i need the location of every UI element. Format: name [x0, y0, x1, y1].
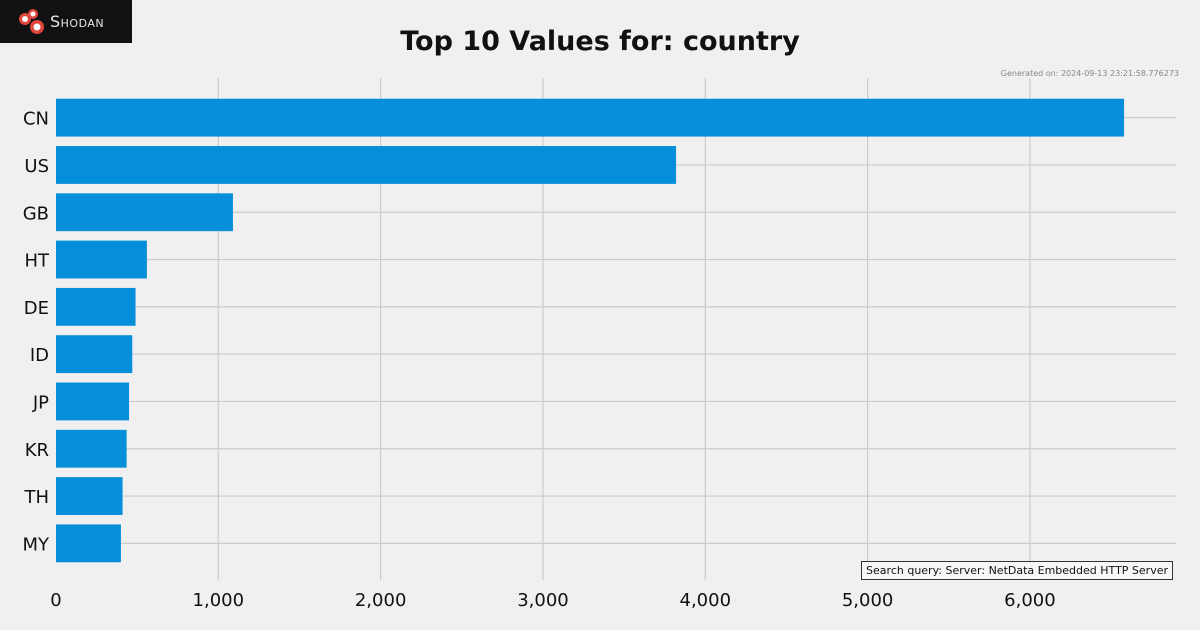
- y-tick-label: HT: [24, 251, 50, 272]
- y-tick-label: DE: [24, 298, 49, 319]
- bar-ht: [56, 240, 147, 279]
- generated-timestamp: Generated on: 2024-09-13 23:21:58.776273: [1000, 69, 1179, 78]
- x-tick-label: 6,000: [1004, 590, 1056, 611]
- bar-jp: [56, 382, 130, 421]
- chart-title: Top 10 Values for: country: [400, 26, 800, 57]
- x-tick-label: 0: [50, 590, 61, 611]
- bar-gb: [56, 193, 233, 232]
- x-tick-label: 5,000: [842, 590, 894, 611]
- y-tick-label: US: [24, 156, 49, 177]
- bar-us: [56, 146, 677, 184]
- x-tick-label: 1,000: [193, 590, 245, 611]
- x-tick-label: 3,000: [517, 590, 569, 611]
- y-tick-label: KR: [25, 440, 49, 461]
- x-tick-label: 4,000: [680, 590, 732, 611]
- y-tick-label: GB: [23, 203, 49, 224]
- y-tick-label: TH: [23, 487, 49, 508]
- y-tick-label: JP: [32, 392, 49, 413]
- y-tick-label: CN: [23, 109, 49, 130]
- search-query-box: Search query: Server: NetData Embedded H…: [861, 561, 1173, 580]
- bar-id: [56, 335, 133, 374]
- bar-th: [56, 477, 123, 515]
- y-tick-label: ID: [30, 345, 49, 366]
- bar-kr: [56, 429, 127, 468]
- shodan-logo[interactable]: Shodan: [0, 0, 132, 43]
- y-tick-label: MY: [22, 534, 50, 555]
- bar-de: [56, 287, 136, 326]
- bar-cn: [56, 98, 1125, 137]
- brand-name: Shodan: [50, 12, 105, 31]
- bar-my: [56, 524, 121, 563]
- x-tick-label: 2,000: [355, 590, 407, 611]
- shodan-logo-icon: [19, 8, 44, 34]
